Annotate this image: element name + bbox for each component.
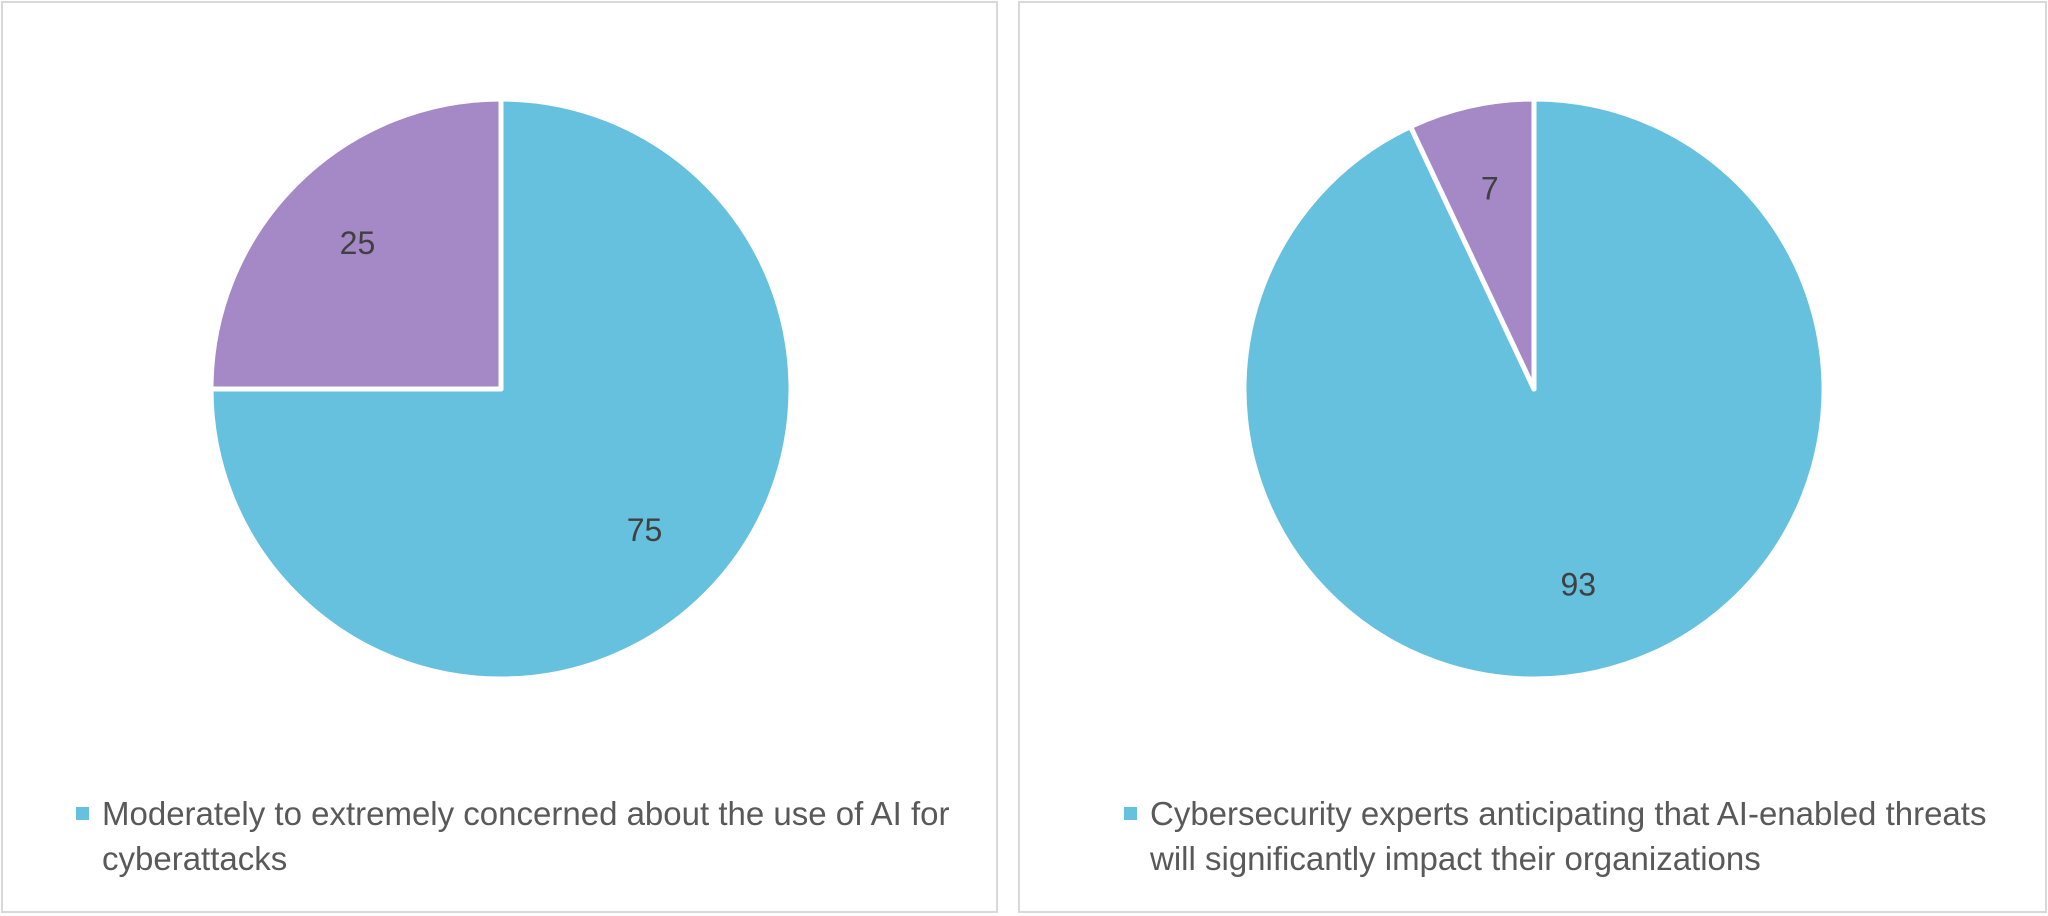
legend-label: Moderately to extremely concerned about … xyxy=(102,795,950,877)
chart-panel-concern: 75 25 Moderately to extremely concerned a… xyxy=(1,1,998,913)
pie-slice-75 xyxy=(208,96,794,682)
legend-swatch xyxy=(76,807,89,820)
data-label-25: 25 xyxy=(340,225,376,261)
legend-label: Cybersecurity experts anticipating that … xyxy=(1150,795,1987,877)
data-label-75: 75 xyxy=(627,512,663,548)
legend-swatch xyxy=(1124,807,1137,820)
pie-chart-concern: 75 25 xyxy=(208,96,794,682)
legend-concern: Moderately to extremely concerned about … xyxy=(76,791,976,881)
pie-slice-25 xyxy=(208,96,504,392)
pie-chart-impact: 93 7 xyxy=(1241,96,1827,682)
data-label-93: 93 xyxy=(1560,567,1596,603)
pie-slice-7 xyxy=(1408,96,1537,392)
pie-slice-93 xyxy=(1241,96,1827,682)
chart-panel-impact: 93 7 Cybersecurity experts anticipating t… xyxy=(1018,1,2047,913)
legend-impact: Cybersecurity experts anticipating that … xyxy=(1124,791,2004,881)
data-label-7: 7 xyxy=(1481,170,1499,206)
